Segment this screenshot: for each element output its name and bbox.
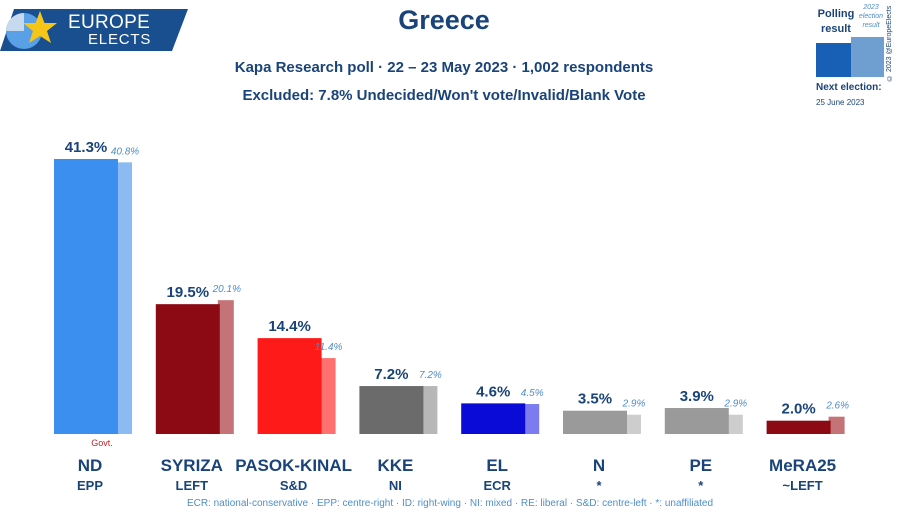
europe-elects-logo: EUROPE ELECTS [0,9,190,51]
bar-poll-pe [664,408,729,434]
group-label-mera25: ~LEFT [783,478,823,493]
legend-polling-swatch [816,43,854,77]
star-icon [23,11,57,43]
value-label-poll-kke: 7.2% [374,366,408,383]
category-label-mera25: MeRA25 [769,456,836,475]
bar-poll-mera25 [766,420,831,434]
value-label-result-kke: 7.2% [419,370,442,381]
value-label-poll-el: 4.6% [476,383,510,400]
bar-result-nd [116,162,132,435]
bar-result-syriza [217,300,234,434]
value-label-poll-nd: 41.3% [65,139,108,156]
bar-poll-nd [54,159,118,434]
category-label-nd: ND [78,456,103,475]
bar-result-pe [726,414,743,434]
chart-subtitle: Kapa Research poll · 22 – 23 May 2023 · … [234,59,654,76]
value-label-result-mera25: 2.6% [825,401,849,412]
group-label-nd: EPP [77,478,103,493]
group-label-pasok-kinal: S&D [280,478,307,493]
value-label-result-pe: 2.9% [723,399,747,410]
bar-poll-el [461,403,526,434]
value-label-result-n: 2.9% [622,399,646,410]
category-label-pe: PE [689,456,712,475]
group-label-pe: * [698,478,704,493]
legend-result-label: 2023 election result [858,4,884,29]
value-label-poll-syriza: 19.5% [167,284,210,301]
value-label-poll-pe: 3.9% [680,388,714,405]
legend-polling-label: Polling result [817,8,855,35]
group-label-kke: NI [389,478,402,493]
legend-result-swatch [851,37,884,77]
logo-line2: ELECTS [88,31,152,48]
value-label-poll-mera25: 2.0% [781,401,815,418]
value-label-poll-n: 3.5% [578,391,612,408]
bar-result-kke [421,386,438,434]
category-label-pasok-kinal: PASOK-KINAL [235,456,352,475]
category-label-n: N [593,456,605,475]
group-label-n: * [596,478,602,493]
next-election-date: 25 June 2023 [816,98,865,107]
bar-result-n [625,414,641,434]
bar-result-pasok-kinal [319,358,336,434]
bar-poll-kke [359,386,424,434]
value-label-result-el: 4.5% [521,388,544,399]
bar-poll-pasok-kinal [257,338,322,434]
group-label-el: ECR [483,478,511,493]
category-label-syriza: SYRIZA [161,456,223,475]
category-label-kke: KKE [377,456,413,475]
bar-poll-syriza [155,304,220,434]
value-label-poll-pasok-kinal: 14.4% [268,318,311,335]
footer-note: ECR: national-conservative · EPP: centre… [186,498,714,509]
logo-line1: EUROPE [68,12,151,33]
category-label-el: EL [486,456,508,475]
legend: Polling result 2023 election result © 20… [812,3,900,115]
value-label-result-syriza: 20.1% [212,284,241,295]
chart-subtitle-excluded: Excluded: 7.8% Undecided/Won't vote/Inva… [242,87,646,104]
value-label-result-nd: 40.8% [111,146,139,157]
logo-graphic [0,9,188,51]
value-label-result-pasok-kinal: 11.4% [315,342,343,353]
bar-poll-n [563,410,627,434]
chart-title: Greece [398,5,490,35]
next-election-label: Next election: [816,82,882,93]
group-label-syriza: LEFT [176,478,209,493]
bar-result-el [523,404,540,434]
govt-annotation: Govt. [91,438,113,448]
bar-result-mera25 [828,416,845,434]
